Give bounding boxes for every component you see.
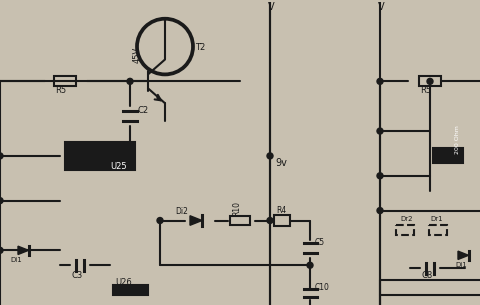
Text: Di2: Di2 (175, 206, 188, 216)
Bar (419, 76, 441, 86)
Text: R5: R5 (420, 86, 431, 95)
Text: Dr1: Dr1 (430, 216, 443, 221)
Text: Dr2: Dr2 (400, 216, 412, 221)
Polygon shape (18, 246, 28, 254)
Text: R4: R4 (276, 206, 286, 214)
Text: 45V: 45V (133, 47, 142, 63)
Circle shape (377, 173, 383, 179)
Text: C2: C2 (138, 106, 149, 115)
Text: C8: C8 (422, 271, 433, 280)
Text: 200 Ohm: 200 Ohm (455, 125, 460, 154)
Text: V: V (268, 2, 275, 12)
Circle shape (0, 153, 3, 159)
Bar (112, 285, 147, 295)
Text: R5: R5 (55, 86, 66, 95)
Text: R10: R10 (232, 201, 241, 216)
Text: 9v: 9v (275, 158, 287, 168)
Circle shape (267, 153, 273, 159)
Text: C3: C3 (72, 271, 83, 280)
Text: U26: U26 (115, 278, 132, 287)
Circle shape (0, 247, 3, 253)
Text: Di1: Di1 (10, 257, 22, 263)
Text: U25: U25 (110, 162, 127, 171)
Circle shape (377, 208, 383, 213)
Circle shape (427, 78, 433, 84)
Text: C5: C5 (315, 239, 325, 247)
Bar (429, 225, 447, 235)
Bar (54, 76, 76, 86)
Circle shape (377, 128, 383, 134)
Circle shape (377, 78, 383, 84)
Bar (433, 149, 463, 163)
Bar (396, 225, 414, 235)
Circle shape (307, 262, 313, 268)
Bar (274, 215, 290, 226)
Circle shape (157, 217, 163, 224)
Text: Di1: Di1 (455, 262, 467, 268)
Circle shape (127, 78, 133, 84)
Polygon shape (190, 216, 202, 225)
Bar (230, 216, 250, 225)
Polygon shape (458, 251, 468, 260)
Circle shape (0, 198, 3, 204)
Text: C10: C10 (315, 283, 330, 292)
Circle shape (267, 217, 273, 224)
Text: V: V (378, 2, 384, 12)
Text: T2: T2 (195, 43, 205, 52)
Bar (65, 142, 135, 170)
